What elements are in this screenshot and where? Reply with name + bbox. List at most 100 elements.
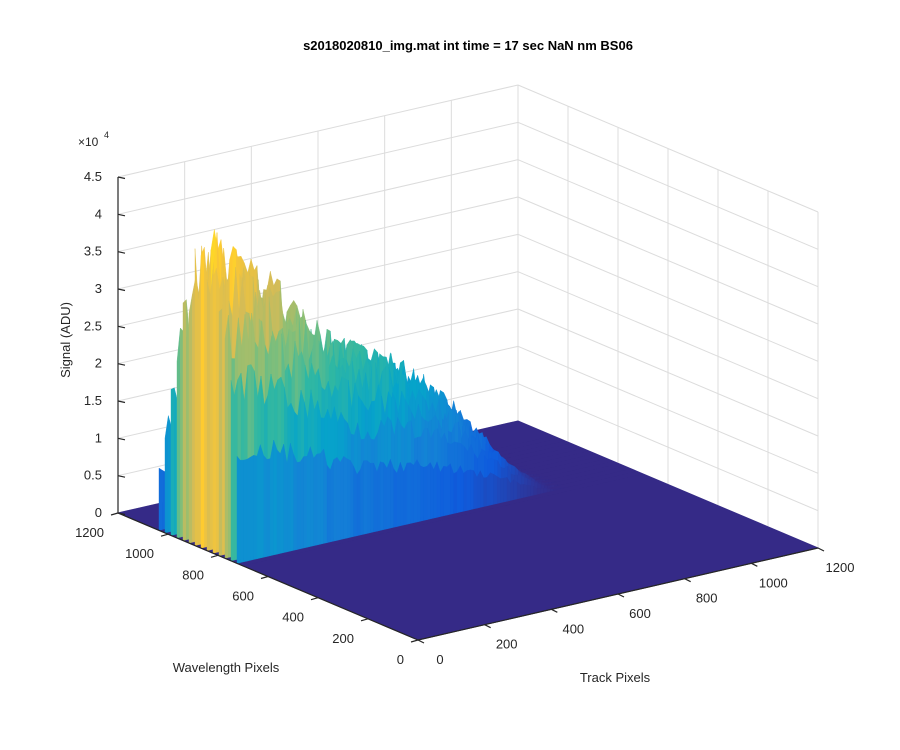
surface-patch bbox=[433, 461, 438, 519]
z-tick-label: 4.5 bbox=[84, 169, 102, 184]
surface-patch bbox=[430, 462, 434, 520]
surface-patch bbox=[236, 455, 241, 564]
surface-patch bbox=[336, 456, 341, 541]
surface-patch bbox=[280, 444, 284, 554]
z-tick-label: 1 bbox=[95, 430, 102, 445]
surface-patch bbox=[466, 469, 471, 511]
side-wall-grid-z bbox=[517, 159, 819, 288]
z-tick-label: 3.5 bbox=[84, 244, 102, 259]
surface-patch bbox=[579, 448, 584, 450]
x-tick-label: 400 bbox=[562, 621, 584, 636]
chart-title: s2018020810_img.mat int time = 17 sec Na… bbox=[303, 38, 633, 53]
z-tick-label: 3 bbox=[95, 281, 102, 296]
y-tick-label: 1200 bbox=[75, 525, 104, 540]
z-tick-label: 2.5 bbox=[84, 318, 102, 333]
surface-patch bbox=[373, 463, 378, 533]
surface-patch bbox=[320, 448, 324, 545]
surface-patch bbox=[456, 465, 461, 514]
z-tick-label: 4 bbox=[95, 206, 102, 221]
surface-patch bbox=[585, 450, 590, 452]
y-tick-label: 1000 bbox=[125, 546, 154, 561]
surface-patch bbox=[627, 468, 632, 470]
surface-patch bbox=[158, 467, 163, 531]
surface-patch bbox=[176, 327, 181, 539]
side-wall-grid-z bbox=[517, 383, 819, 512]
surface-patch bbox=[555, 438, 560, 440]
surface-patch bbox=[263, 455, 268, 558]
y-axis-label: Wavelength Pixels bbox=[173, 660, 280, 675]
surface-patch bbox=[340, 455, 344, 540]
y-tick-label: 400 bbox=[282, 610, 304, 625]
side-wall-grid-z bbox=[517, 233, 819, 362]
surface-patch bbox=[170, 387, 175, 536]
surface-patch bbox=[240, 459, 244, 563]
surface-patch bbox=[283, 444, 288, 553]
surface-patch bbox=[554, 481, 559, 483]
z-tick bbox=[117, 363, 126, 366]
z-tick bbox=[117, 251, 126, 254]
surface-patch bbox=[513, 479, 518, 500]
x-tick bbox=[684, 578, 691, 583]
surface-mesh bbox=[116, 229, 820, 641]
z-exponent-power: 4 bbox=[104, 130, 109, 140]
surface-patch bbox=[286, 443, 291, 553]
z-tick-label: 0 bbox=[95, 505, 102, 520]
surface-patch bbox=[273, 439, 278, 556]
surface-patch bbox=[609, 461, 614, 463]
surface-patch bbox=[520, 484, 524, 499]
x-tick-label: 600 bbox=[629, 606, 651, 621]
surface-patch bbox=[536, 488, 541, 495]
z-tick-label: 2 bbox=[95, 356, 102, 371]
y-tick bbox=[310, 597, 319, 601]
surface-patch bbox=[200, 247, 205, 549]
surface-patch bbox=[396, 462, 401, 527]
surface-patch bbox=[453, 471, 458, 514]
y-tick bbox=[210, 554, 219, 558]
y-tick-label: 600 bbox=[232, 589, 254, 604]
z-tick bbox=[117, 213, 126, 217]
surface-patch bbox=[486, 472, 491, 507]
y-tick-label: 200 bbox=[332, 631, 354, 646]
surface-patch bbox=[493, 473, 498, 505]
surface-patch bbox=[366, 460, 371, 534]
surface-patch bbox=[470, 469, 474, 510]
surface-patch bbox=[390, 459, 394, 529]
z-tick bbox=[117, 475, 126, 478]
surface-patch bbox=[483, 477, 488, 507]
side-wall-grid-z bbox=[517, 345, 819, 474]
surface-patch bbox=[542, 476, 547, 478]
surface-patch bbox=[633, 471, 638, 473]
surface-patch bbox=[490, 472, 494, 506]
surface-patch bbox=[561, 440, 566, 442]
x-tick-label: 1000 bbox=[759, 575, 788, 590]
z-tick bbox=[117, 437, 126, 441]
surface-patch bbox=[503, 477, 508, 503]
tick-labels: 0200400600800100012000200400600800100012… bbox=[75, 169, 854, 667]
x-tick-label: 800 bbox=[696, 591, 718, 606]
surface-patch bbox=[639, 473, 644, 475]
surface-patch bbox=[316, 453, 321, 546]
surface-patch bbox=[326, 464, 331, 543]
surface-patch bbox=[406, 462, 411, 525]
surface-patch bbox=[500, 477, 504, 504]
surface-patch bbox=[343, 456, 348, 540]
surface-patch bbox=[543, 487, 548, 494]
x-tick bbox=[617, 593, 625, 598]
x-tick bbox=[817, 547, 825, 552]
surface-patch bbox=[603, 458, 608, 460]
surface-patch bbox=[188, 294, 193, 544]
surface-patch bbox=[440, 465, 444, 517]
surface-patch bbox=[353, 466, 358, 537]
surface-patch bbox=[290, 443, 294, 552]
surface-patch bbox=[376, 461, 381, 532]
y-tick-label: 800 bbox=[182, 567, 204, 582]
surface-patch bbox=[360, 460, 364, 536]
surface-patch bbox=[266, 458, 271, 557]
z-exponent: ×10 4 bbox=[78, 130, 109, 149]
surface-patch bbox=[548, 478, 553, 481]
surface-patch bbox=[224, 315, 229, 559]
surface-patch bbox=[296, 461, 301, 550]
y-tick-label: 0 bbox=[397, 652, 404, 667]
surface-patch bbox=[164, 415, 169, 534]
surface-patch bbox=[567, 443, 572, 445]
